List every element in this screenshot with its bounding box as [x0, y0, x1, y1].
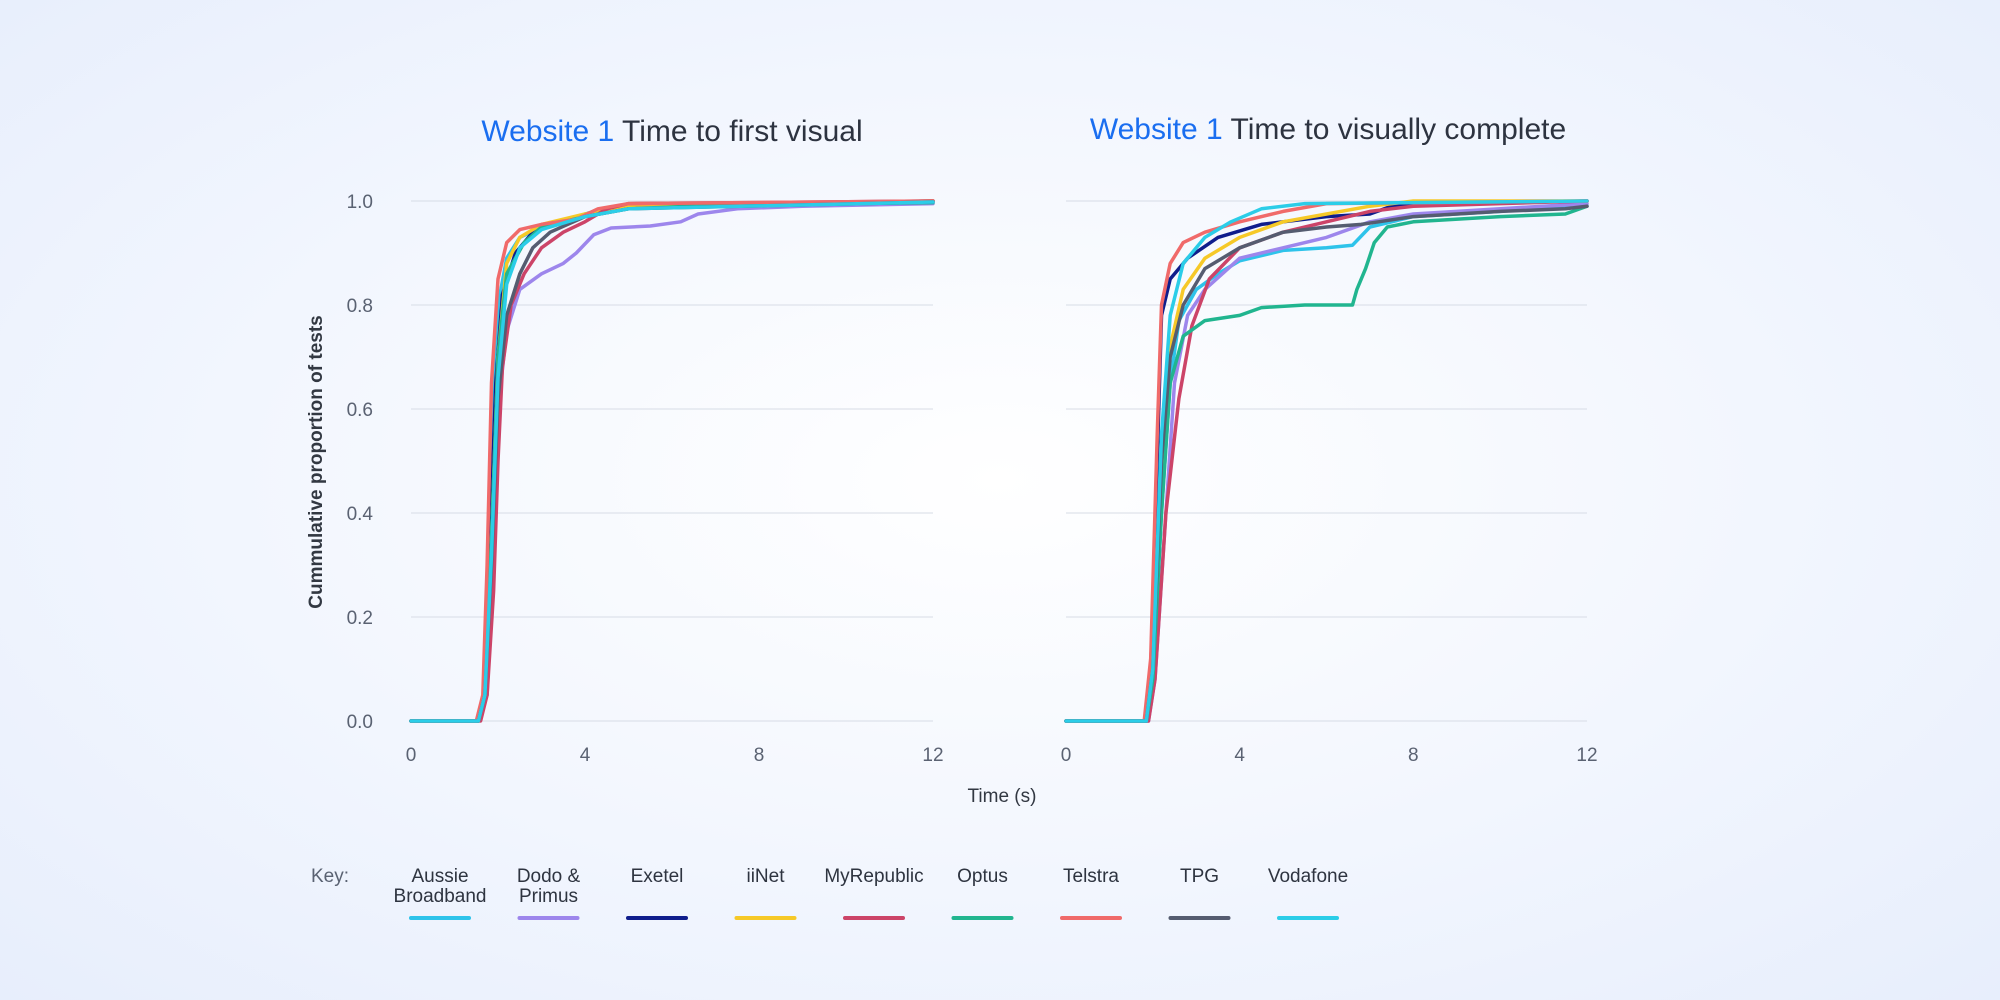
y-tick-label: 0.4 — [347, 504, 374, 525]
legend-label: Telstra — [1063, 866, 1119, 887]
y-tick-label: 0.8 — [347, 296, 373, 317]
legend-label: Vodafone — [1268, 866, 1348, 887]
x-tick-label: 0 — [1061, 745, 1072, 766]
series-line-telstra — [409, 199, 935, 723]
y-tick-label: 0.0 — [347, 712, 373, 733]
chart-title: Website 1 Time to first visual — [481, 115, 862, 148]
chart-title-accent: Website 1 — [481, 115, 614, 148]
x-tick-label: 12 — [922, 745, 943, 766]
chart-panel-visually-complete: Website 1 Time to visually complete 0 4 8 12 — [1061, 113, 1598, 766]
x-tick-label: 8 — [1408, 745, 1419, 766]
series-line-aussie-broadband — [1064, 199, 1589, 723]
legend-label: Optus — [957, 866, 1008, 887]
legend-label: TPG — [1180, 866, 1219, 887]
series-line-exetel — [1064, 199, 1589, 723]
x-tick-label: 12 — [1576, 745, 1597, 766]
legend-label: MyRepublic — [824, 866, 923, 887]
series-line-telstra — [1064, 199, 1589, 723]
chart-title-text: Time to first visual — [614, 115, 862, 148]
legend-item-vodafone: Vodafone — [1268, 866, 1348, 920]
y-tick-label: 0.6 — [347, 400, 373, 421]
legend-label: Dodo & — [517, 866, 581, 887]
legend-label: iiNet — [746, 866, 785, 887]
series-line-myrepublic — [409, 199, 935, 723]
legend-label-line2: Primus — [519, 886, 578, 907]
x-axis-label: Time (s) — [968, 786, 1037, 807]
x-tick-label: 4 — [1234, 745, 1245, 766]
legend-item-iinet: iiNet — [734, 866, 797, 920]
series-line-iinet — [1064, 199, 1589, 723]
legend-item-myrepublic: MyRepublic — [824, 866, 924, 920]
legend-item-dodo-primus: Dodo &Primus — [517, 866, 581, 920]
series-line-tpg — [1064, 204, 1589, 723]
x-tick-label: 0 — [406, 745, 417, 766]
series-line-optus — [1064, 204, 1589, 723]
y-tick-label: 1.0 — [347, 192, 373, 213]
legend-key-label: Key: — [311, 866, 349, 887]
y-axis-label: Cummulative proportion of tests — [306, 315, 327, 608]
legend-item-optus: Optus — [951, 866, 1014, 920]
y-tick-label: 0.2 — [347, 608, 373, 629]
series-line-vodafone — [409, 200, 935, 723]
x-tick-label: 4 — [580, 745, 591, 766]
chart-title-text: Time to visually complete — [1223, 113, 1566, 146]
legend-label: Aussie — [411, 866, 468, 887]
series-line-myrepublic — [1064, 199, 1589, 723]
legend-label: Exetel — [631, 866, 684, 887]
legend-label-line2: Broadband — [394, 886, 487, 907]
series-line-vodafone — [1064, 199, 1589, 723]
legend-item-tpg: TPG — [1168, 866, 1231, 920]
chart-title: Website 1 Time to visually complete — [1090, 113, 1566, 146]
x-tick-label: 8 — [754, 745, 765, 766]
chart-panel-first-visual: Website 1 Time to first visual 0.0 0.2 0.4 0… — [347, 115, 944, 766]
chart-title-accent: Website 1 — [1090, 113, 1223, 146]
series-line-dodo-primus — [1064, 201, 1589, 723]
legend-item-exetel: Exetel — [626, 866, 688, 920]
legend-item-telstra: Telstra — [1060, 866, 1122, 920]
